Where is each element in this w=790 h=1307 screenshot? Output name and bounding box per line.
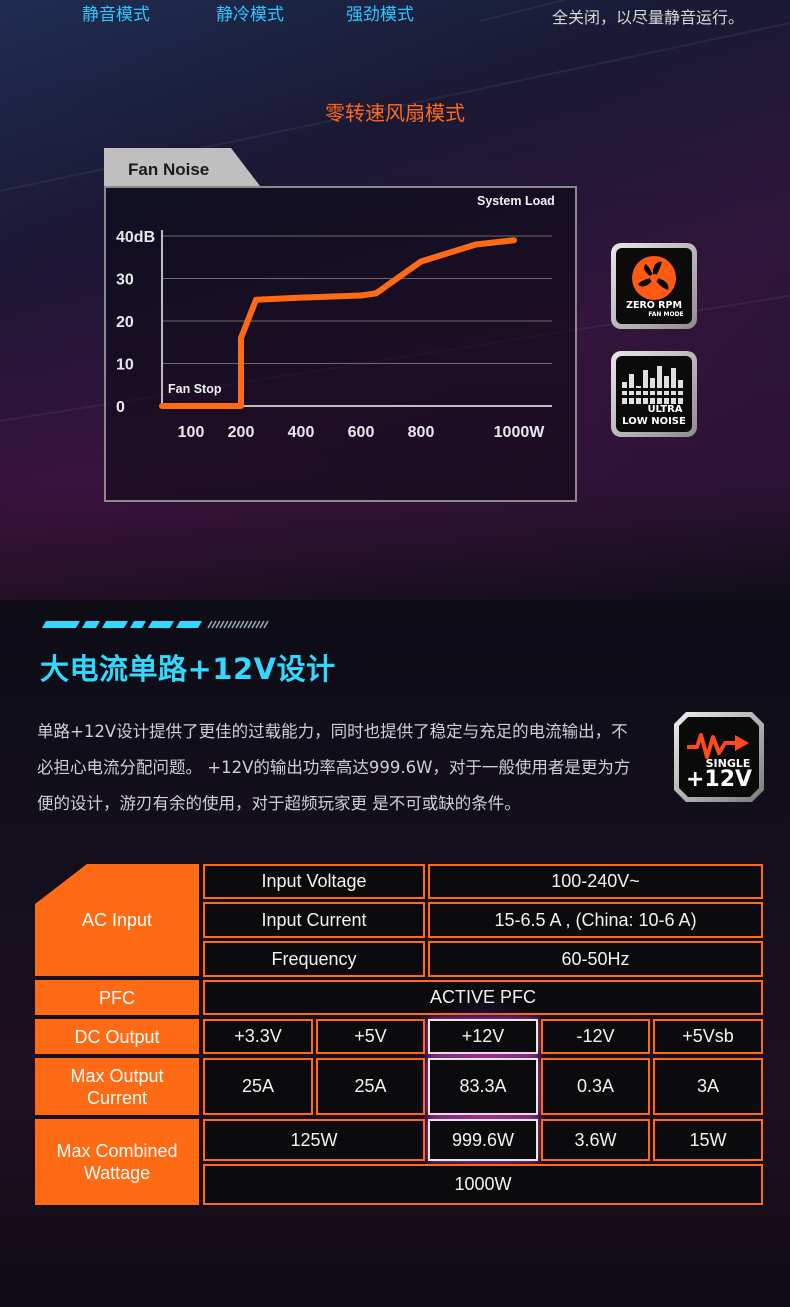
dc-output-value: +5Vsb [682,1026,734,1046]
input-voltage-value-cell: 100-240V~ [428,864,763,899]
dc-output-header: DC Output [35,1019,199,1054]
x-tick-label: 200 [228,424,255,441]
pfc-header: PFC [35,980,199,1015]
pfc-value-cell: ACTIVE PFC [203,980,763,1015]
pfc-header-label: PFC [99,987,135,1008]
input-voltage-value: 100-240V~ [551,871,640,891]
low-noise-label: LOW NOISE [622,416,686,427]
frequency-value-cell: 60-50Hz [428,941,763,977]
max-current-value: 0.3A [576,1076,615,1096]
fan-stop-label: Fan Stop [168,382,222,396]
x-tick-label: 1000W [494,424,546,441]
zero-rpm-label: ZERO RPM [626,300,682,311]
mode-label-silent: 静音模式 [82,5,150,25]
description-line: 必担心电流分配问题。 +12V的输出功率高达999.6W，对于一般使用者是更为方 [37,758,631,777]
dc-output-cell: +5Vsb [653,1019,763,1054]
x-tick-label: 100 [178,424,205,441]
frequency-label: Frequency [271,948,357,969]
frequency-value: 60-50Hz [561,948,630,969]
mode-label-cool: 静冷模式 [216,5,284,25]
input-voltage-label: Input Voltage [261,871,367,891]
mode-description: 全关闭，以尽量静音运行。 [551,8,744,27]
combined-wattage-value: 125W [290,1129,338,1150]
y-tick-label: 10 [116,357,134,374]
input-current-value-cell: 15-6.5 A , (China: 10-6 A) [428,902,763,938]
pfc-value: ACTIVE PFC [429,987,536,1007]
total-wattage-cell: 1000W [203,1164,763,1205]
dc-output-value: -12V [576,1026,615,1046]
y-tick-label: 20 [116,314,134,331]
fan-icon [632,256,676,300]
max-output-current-header: Max Output Current [35,1058,199,1115]
plus-12v-label: +12V [685,767,753,792]
section-title: 大电流单路+12V设计 [40,652,336,686]
single-12v-badge: SINGLE +12V [674,712,764,802]
max-current-cell: 0.3A [541,1058,650,1115]
fan-noise-chart [104,186,577,502]
frequency-label-cell: Frequency [203,941,425,977]
input-current-label: Input Current [261,909,367,930]
max-combined-wattage-header-label: Max Combined Wattage [56,1141,178,1183]
chart-tab [104,148,260,186]
max-current-cell: 3A [653,1058,763,1115]
total-wattage-value: 1000W [454,1174,512,1194]
pulse-arrow-icon [687,733,749,759]
system-load-label: System Load [477,194,555,208]
dc-output-cell-12v: +12V [428,1019,538,1054]
x-tick-label: 400 [288,424,315,441]
description-line: 单路+12V设计提供了更佳的过载能力，同时也提供了稳定与充足的电流输出，不 [37,722,628,741]
mode-label-power: 强劲模式 [346,5,414,25]
combined-wattage-cell: 3.6W [541,1119,650,1161]
ac-input-header-label: AC Input [81,910,153,930]
input-current-value: 15-6.5 A , (China: 10-6 A) [494,909,697,930]
combined-wattage-value: 15W [689,1129,727,1150]
dc-output-header-label: DC Output [74,1026,160,1047]
combined-wattage-cell: 15W [653,1119,763,1161]
single-label: SINGLE [705,757,751,770]
fan-mode-label: FAN MODE [648,311,684,318]
input-current-label-cell: Input Current [203,902,425,938]
max-current-cell-12v: 83.3A [428,1058,538,1115]
combined-wattage-cell-12v: 999.6W [428,1119,538,1161]
max-output-current-header-label: Max Output Current [70,1065,164,1108]
dc-output-cell: +5V [316,1019,425,1054]
max-current-cell: 25A [203,1058,313,1115]
dc-output-value: +3.3V [234,1026,282,1046]
max-combined-wattage-header: Max Combined Wattage [35,1119,199,1205]
chart-title: Fan Noise [128,160,210,179]
zero-rpm-badge: ZERO RPM FAN MODE [611,243,697,329]
fan-noise-series-line [159,237,517,409]
dc-output-cell: +3.3V [203,1019,313,1054]
x-tick-label: 800 [408,424,435,441]
ultra-label: ULTRA [647,404,683,415]
dc-output-value: +5V [354,1026,387,1046]
x-tick-label: 600 [348,424,375,441]
y-tick-label: 40dB [116,229,155,246]
section-decoration [42,620,269,629]
dc-output-cell: -12V [541,1019,650,1054]
combined-wattage-value: 999.6W [451,1129,515,1150]
ultra-low-noise-badge: ULTRA LOW NOISE [611,351,697,437]
y-tick-label: 0 [116,399,125,416]
combined-wattage-cell: 125W [203,1119,425,1161]
max-current-value: 25A [354,1076,387,1096]
zero-rpm-title: 零转速风扇模式 [325,101,465,125]
y-tick-label: 30 [116,272,134,289]
max-current-value: 25A [241,1076,275,1096]
combined-wattage-value: 3.6W [574,1129,617,1150]
bars-icon [620,366,686,404]
max-current-value: 3A [696,1076,720,1096]
section-description: 单路+12V设计提供了更佳的过载能力，同时也提供了稳定与充足的电流输出，不 必担… [37,714,667,822]
input-voltage-label-cell: Input Voltage [203,864,425,899]
dc-output-value: +12V [461,1026,505,1046]
max-current-cell: 25A [316,1058,425,1115]
max-current-value: 83.3A [459,1076,507,1096]
description-line: 便的设计，游刃有余的使用，对于超频玩家更 是不可或缺的条件。 [37,794,521,813]
